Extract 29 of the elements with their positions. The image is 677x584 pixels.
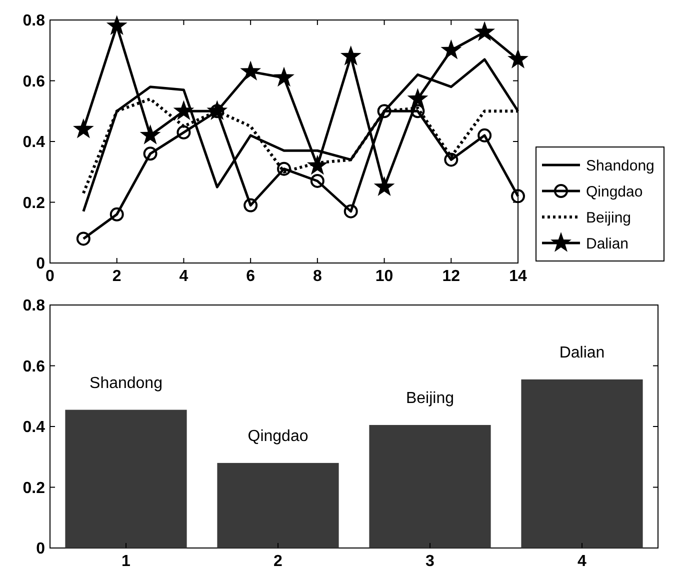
y-tick-label: 0.4 [22, 419, 46, 436]
x-tick-label: 2 [274, 553, 283, 570]
x-tick-label: 12 [442, 268, 460, 285]
x-tick-label: 8 [312, 268, 322, 285]
y-tick-label: 0.2 [22, 194, 46, 212]
legend-label: Beijing [586, 209, 632, 226]
annotation: Qingdao [248, 428, 308, 445]
legend-label: Shandong [586, 157, 654, 174]
x-tick-label: 14 [509, 268, 527, 285]
y-tick-label: 0.2 [22, 480, 46, 497]
annotation: Dalian [559, 344, 605, 362]
x-tick-label: 4 [179, 268, 188, 285]
annotation: Beijing [406, 390, 454, 407]
legend-label: Dalian [586, 235, 629, 252]
y-tick-label: 0 [36, 540, 46, 558]
y-tick-label: 0.6 [22, 73, 46, 90]
x-tick-label: 4 [578, 553, 587, 570]
y-tick-label: 0.6 [22, 358, 46, 376]
y-tick-label: 0.4 [22, 134, 46, 152]
y-tick-label: 0.8 [22, 298, 46, 315]
x-tick-label: 1 [122, 553, 131, 570]
x-tick-label: 10 [375, 268, 394, 285]
x-tick-label: 6 [246, 268, 256, 285]
annotation: Shandong [90, 374, 162, 392]
x-tick-label: 2 [112, 268, 122, 285]
x-tick-label: 3 [426, 553, 435, 570]
y-tick-label: 0.8 [22, 12, 46, 30]
legend-label: Qingdao [586, 183, 643, 200]
y-tick-label: 0 [36, 256, 46, 273]
